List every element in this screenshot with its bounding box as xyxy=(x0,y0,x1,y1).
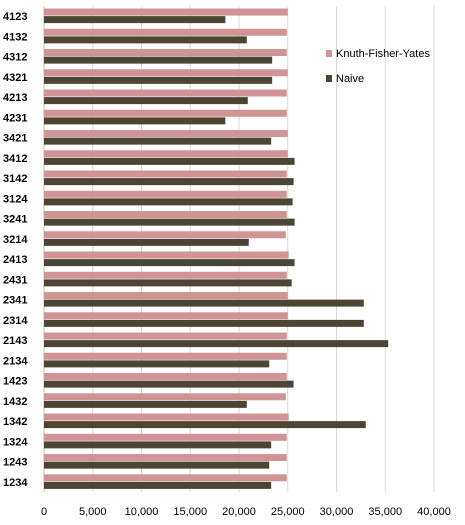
bar-naive-1423 xyxy=(44,380,294,388)
category-label: 1423 xyxy=(3,376,27,388)
x-tick-label: 40,000 xyxy=(417,506,451,518)
category-label: 4123 xyxy=(3,11,27,23)
category-label: 1342 xyxy=(3,416,27,428)
bar-knuth-fisher-yates-3241 xyxy=(44,211,287,219)
x-tick-label: 30,000 xyxy=(320,506,354,518)
bar-knuth-fisher-yates-4321 xyxy=(44,69,288,77)
bar-naive-2431 xyxy=(44,279,292,287)
bar-naive-4132 xyxy=(44,36,247,44)
x-tick-label: 35,000 xyxy=(368,506,402,518)
bar-naive-4312 xyxy=(44,56,273,64)
bar-naive-4231 xyxy=(44,117,226,125)
category-label: 4132 xyxy=(3,31,27,43)
category-label: 4213 xyxy=(3,92,27,104)
x-tick-label: 25,000 xyxy=(271,506,305,518)
bar-knuth-fisher-yates-2143 xyxy=(44,332,287,340)
bar-naive-1234 xyxy=(44,481,272,489)
bar-knuth-fisher-yates-2341 xyxy=(44,292,288,300)
bar-knuth-fisher-yates-4132 xyxy=(44,28,287,36)
category-label: 3124 xyxy=(3,193,28,205)
bar-naive-3241 xyxy=(44,218,295,226)
bar-knuth-fisher-yates-1342 xyxy=(44,413,289,421)
bar-knuth-fisher-yates-1234 xyxy=(44,474,287,482)
category-label: 2143 xyxy=(3,335,27,347)
bar-naive-3124 xyxy=(44,198,293,206)
x-tick-label: 15,000 xyxy=(173,506,207,518)
bar-naive-1243 xyxy=(44,461,270,469)
category-label: 3214 xyxy=(3,234,28,246)
category-label: 4321 xyxy=(3,72,27,84)
bar-naive-1342 xyxy=(44,421,366,429)
bar-knuth-fisher-yates-2413 xyxy=(44,251,289,259)
bar-naive-3142 xyxy=(44,178,294,186)
bar-knuth-fisher-yates-2431 xyxy=(44,271,287,279)
bar-naive-2143 xyxy=(44,340,389,348)
category-label: 2134 xyxy=(3,355,28,367)
x-tick-label: 10,000 xyxy=(125,506,159,518)
bar-knuth-fisher-yates-4312 xyxy=(44,49,287,57)
x-tick-label: 20,000 xyxy=(222,506,256,518)
gridlines xyxy=(43,6,435,492)
category-label: 1243 xyxy=(3,457,27,469)
bar-knuth-fisher-yates-2314 xyxy=(44,312,288,320)
category-label: 3142 xyxy=(3,173,27,185)
bar-naive-3421 xyxy=(44,137,272,145)
bar-knuth-fisher-yates-1423 xyxy=(44,373,287,381)
category-label: 1324 xyxy=(3,436,28,448)
bar-naive-2341 xyxy=(44,299,364,307)
legend-swatch xyxy=(326,50,332,57)
bar-knuth-fisher-yates-3412 xyxy=(44,150,288,158)
category-label: 3412 xyxy=(3,153,27,165)
x-tick-labels: 0 5,000 10,000 15,000 20,000 25,000 30,000 35,0… xyxy=(41,506,451,518)
legend-label: Knuth-Fisher-Yates xyxy=(336,48,430,60)
bar-naive-1432 xyxy=(44,400,247,408)
bar-knuth-fisher-yates-4231 xyxy=(44,109,287,117)
bar-knuth-fisher-yates-4213 xyxy=(44,89,287,97)
bar-naive-2314 xyxy=(44,319,364,327)
bar-knuth-fisher-yates-1243 xyxy=(44,454,287,462)
bar-naive-4123 xyxy=(44,16,226,24)
category-label: 2341 xyxy=(3,295,27,307)
bar-naive-1324 xyxy=(44,441,272,449)
category-label: 3241 xyxy=(3,214,27,226)
category-label: 1432 xyxy=(3,396,27,408)
category-label: 4312 xyxy=(3,52,27,64)
category-labels: 4123 4132 4312 4321 4213 4231 3421 3412 3142 3124… xyxy=(3,11,28,489)
legend: Knuth-Fisher-Yates Naive xyxy=(326,48,430,85)
bar-naive-3412 xyxy=(44,157,295,165)
x-tick-label: 0 xyxy=(41,506,47,518)
bar-knuth-fisher-yates-4123 xyxy=(44,8,288,16)
legend-label: Naive xyxy=(336,73,364,85)
category-label: 2413 xyxy=(3,254,27,266)
category-label: 3421 xyxy=(3,133,27,145)
category-label: 1234 xyxy=(3,477,28,489)
bar-naive-4321 xyxy=(44,76,273,84)
bars xyxy=(44,8,389,489)
x-tick-label: 5,000 xyxy=(79,506,107,518)
bar-naive-4213 xyxy=(44,97,248,105)
bar-naive-2413 xyxy=(44,259,295,267)
bar-knuth-fisher-yates-1432 xyxy=(44,393,286,401)
category-label: 2314 xyxy=(3,315,28,327)
bar-naive-3214 xyxy=(44,238,249,246)
bar-knuth-fisher-yates-1324 xyxy=(44,433,287,441)
bar-knuth-fisher-yates-3124 xyxy=(44,190,287,198)
bar-knuth-fisher-yates-3214 xyxy=(44,231,286,239)
bar-knuth-fisher-yates-2134 xyxy=(44,352,287,360)
bar-knuth-fisher-yates-3142 xyxy=(44,170,287,178)
bar-naive-2134 xyxy=(44,360,270,368)
category-label: 4231 xyxy=(3,112,27,124)
legend-swatch xyxy=(326,75,332,82)
category-label: 2431 xyxy=(3,274,27,286)
bar-knuth-fisher-yates-3421 xyxy=(44,130,288,138)
